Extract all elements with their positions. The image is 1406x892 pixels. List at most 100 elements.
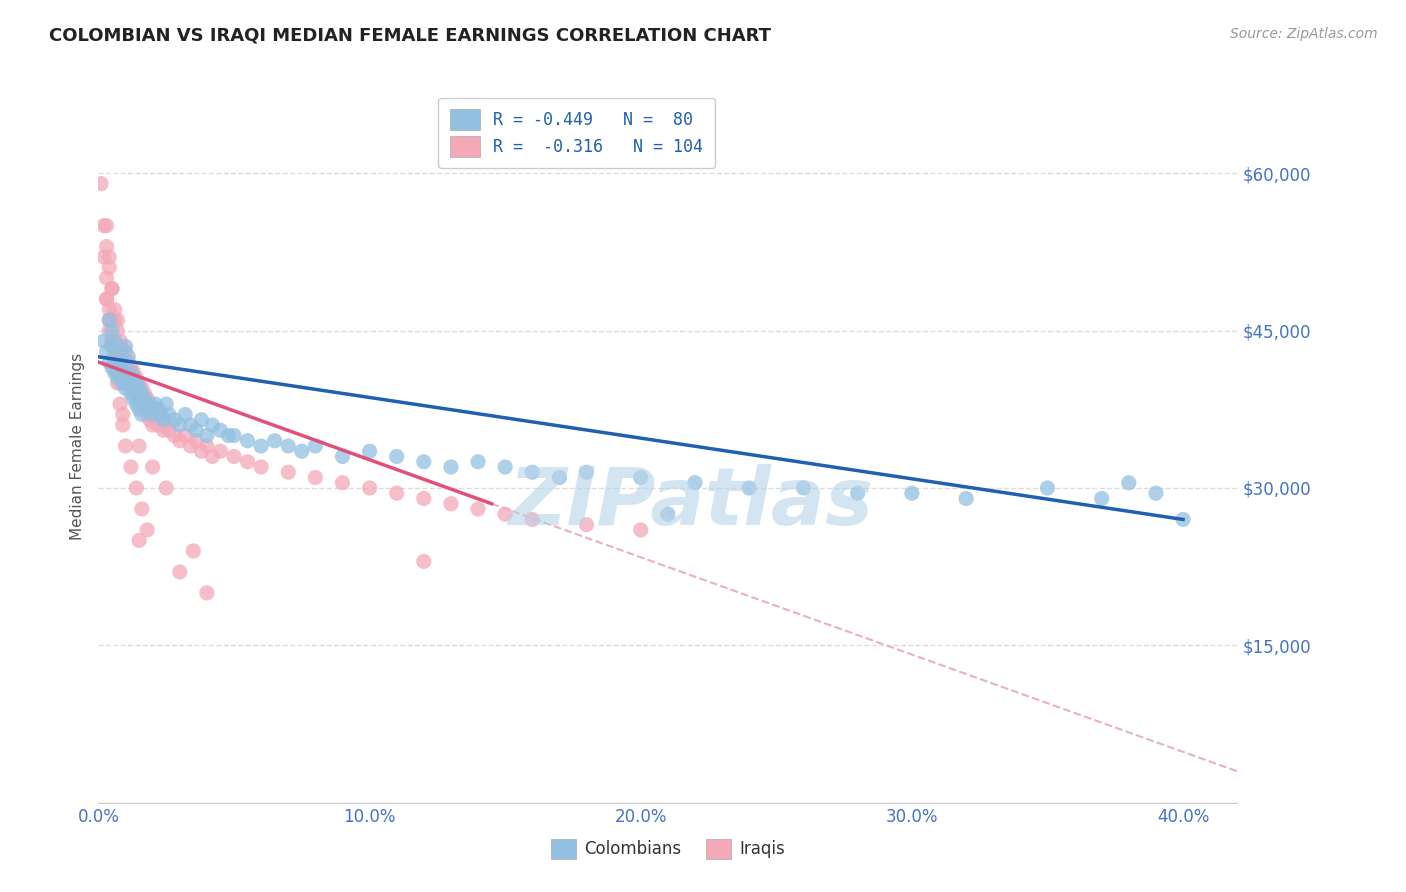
- Point: [846, 486, 869, 500]
- Point: [131, 397, 153, 411]
- Point: [209, 423, 232, 437]
- Point: [222, 428, 245, 442]
- Point: [152, 413, 174, 427]
- Point: [98, 324, 121, 338]
- Point: [128, 402, 150, 417]
- Point: [128, 376, 150, 390]
- Point: [107, 324, 129, 338]
- Point: [236, 455, 259, 469]
- Point: [901, 486, 924, 500]
- Point: [98, 260, 121, 275]
- Point: [128, 439, 150, 453]
- Point: [222, 450, 245, 464]
- Point: [111, 344, 134, 359]
- Point: [332, 450, 354, 464]
- Point: [120, 376, 142, 390]
- Point: [125, 371, 148, 385]
- Point: [114, 355, 136, 369]
- Point: [131, 502, 153, 516]
- Point: [104, 334, 127, 348]
- Point: [277, 465, 299, 479]
- Point: [101, 334, 124, 348]
- Text: Source: ZipAtlas.com: Source: ZipAtlas.com: [1230, 27, 1378, 41]
- Point: [104, 344, 127, 359]
- Point: [107, 366, 129, 380]
- Point: [125, 376, 148, 390]
- Point: [117, 376, 139, 390]
- Point: [184, 423, 207, 437]
- Point: [125, 386, 148, 401]
- Point: [169, 434, 191, 448]
- Point: [107, 371, 129, 385]
- Point: [96, 292, 118, 306]
- Point: [134, 402, 156, 417]
- Point: [104, 366, 127, 380]
- Y-axis label: Median Female Earnings: Median Female Earnings: [69, 352, 84, 540]
- Point: [108, 366, 131, 380]
- Point: [139, 397, 162, 411]
- Legend: Colombians, Iraqis: Colombians, Iraqis: [544, 832, 792, 866]
- Point: [128, 533, 150, 548]
- Point: [107, 313, 129, 327]
- Point: [180, 417, 202, 432]
- Point: [104, 355, 127, 369]
- Point: [575, 517, 598, 532]
- Point: [107, 344, 129, 359]
- Point: [145, 397, 167, 411]
- Point: [93, 250, 115, 264]
- Point: [101, 313, 124, 327]
- Point: [157, 408, 180, 422]
- Point: [169, 565, 191, 579]
- Point: [122, 371, 145, 385]
- Point: [440, 497, 463, 511]
- Point: [98, 355, 121, 369]
- Point: [96, 219, 118, 233]
- Point: [107, 376, 129, 390]
- Point: [494, 460, 516, 475]
- Point: [522, 465, 544, 479]
- Point: [139, 413, 162, 427]
- Point: [467, 455, 489, 469]
- Point: [1144, 486, 1167, 500]
- Point: [117, 350, 139, 364]
- Point: [155, 397, 177, 411]
- Point: [114, 344, 136, 359]
- Point: [263, 434, 285, 448]
- Point: [142, 460, 165, 475]
- Point: [114, 366, 136, 380]
- Point: [98, 302, 121, 317]
- Point: [101, 334, 124, 348]
- Point: [101, 339, 124, 353]
- Point: [90, 177, 112, 191]
- Point: [277, 439, 299, 453]
- Point: [122, 366, 145, 380]
- Point: [111, 360, 134, 375]
- Point: [291, 444, 314, 458]
- Point: [98, 250, 121, 264]
- Point: [125, 397, 148, 411]
- Point: [236, 434, 259, 448]
- Point: [955, 491, 977, 506]
- Point: [201, 417, 224, 432]
- Point: [111, 417, 134, 432]
- Point: [111, 376, 134, 390]
- Point: [93, 219, 115, 233]
- Point: [630, 470, 652, 484]
- Point: [96, 239, 118, 253]
- Point: [131, 386, 153, 401]
- Point: [134, 386, 156, 401]
- Point: [134, 392, 156, 406]
- Point: [96, 344, 118, 359]
- Point: [128, 392, 150, 406]
- Point: [136, 408, 159, 422]
- Point: [548, 470, 571, 484]
- Point: [104, 313, 127, 327]
- Point: [101, 360, 124, 375]
- Point: [209, 444, 232, 458]
- Point: [108, 376, 131, 390]
- Point: [385, 450, 408, 464]
- Point: [683, 475, 706, 490]
- Point: [250, 439, 273, 453]
- Point: [96, 271, 118, 285]
- Point: [136, 523, 159, 537]
